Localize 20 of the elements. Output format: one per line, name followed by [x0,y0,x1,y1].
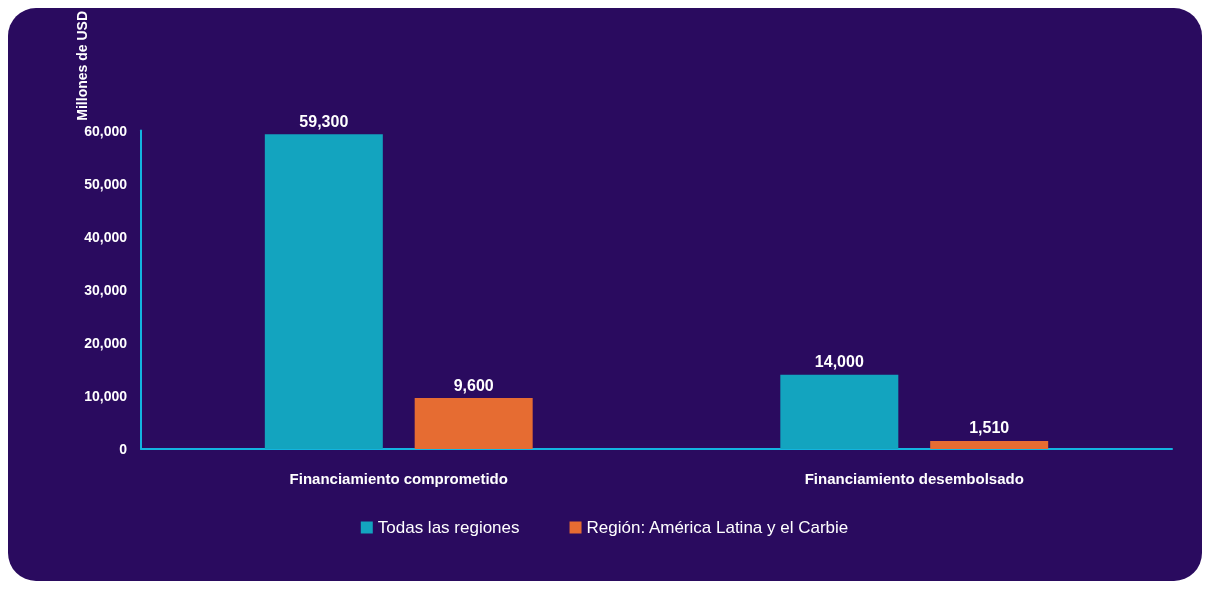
x-tick-label: Financiamiento desembolsado [804,470,1024,487]
y-tick-label: 30,000 [84,281,128,298]
data-label: 1,510 [969,419,1010,437]
legend-label: Región: América Latina y el Carbie [586,518,849,537]
bar [264,134,383,449]
data-label: 9,600 [453,376,494,394]
y-tick-label: 10,000 [84,387,128,404]
bar [930,440,1049,449]
x-tick-label: Financiamiento comprometido [289,470,508,487]
y-tick-label: 0 [119,441,128,457]
y-tick-label: 40,000 [84,228,128,245]
bar [780,374,899,449]
y-tick-label: 50,000 [84,175,128,192]
y-tick-label: 20,000 [84,334,128,351]
y-axis-title: Millones de USD [74,11,90,121]
bar [414,398,533,449]
data-label: 59,300 [299,112,349,130]
y-tick-label: 60,000 [84,122,128,139]
data-label: 14,000 [814,353,864,371]
legend-label: Todas las regiones [377,518,520,537]
